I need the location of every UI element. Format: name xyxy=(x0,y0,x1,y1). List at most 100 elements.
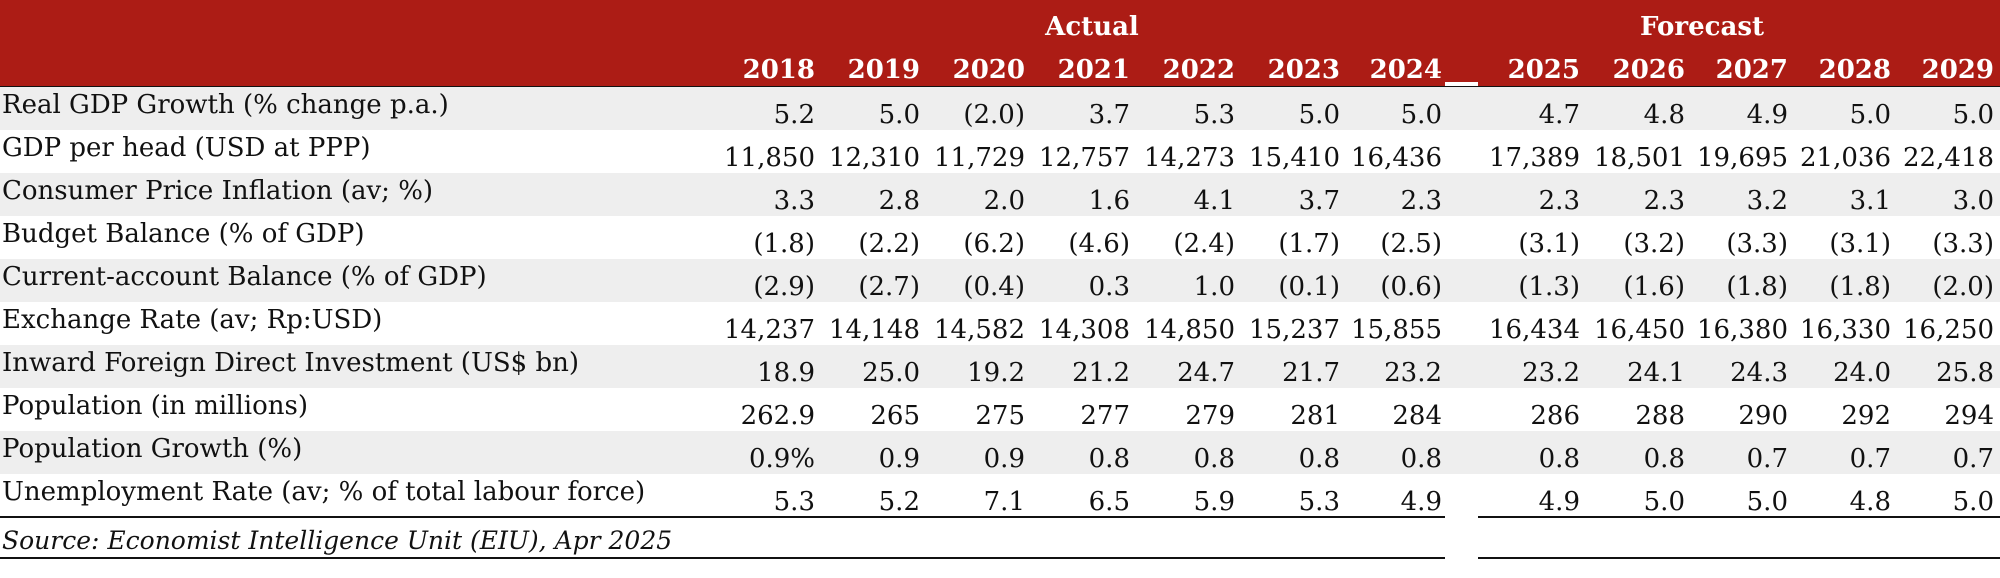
table-cell: 294 xyxy=(1944,401,1994,431)
table-cell: 4.1 xyxy=(1193,186,1235,216)
table-cell: (3.3) xyxy=(1932,229,1994,259)
source-rule-actual xyxy=(0,557,1445,559)
table-cell: (2.0) xyxy=(963,100,1025,130)
table-cell: 5.3 xyxy=(1193,100,1235,130)
table-cell: (1.8) xyxy=(753,229,815,259)
table-cell: 1.0 xyxy=(1193,272,1235,302)
table-cell: 7.1 xyxy=(983,487,1025,517)
table-cell: 11,850 xyxy=(724,143,815,173)
table-cell: 3.7 xyxy=(1298,186,1340,216)
table-cell: 5.0 xyxy=(1643,487,1685,517)
table-cell: (2.9) xyxy=(753,272,815,302)
table-cell: (3.2) xyxy=(1623,229,1685,259)
table-cell: 290 xyxy=(1738,401,1788,431)
table-cell: 0.9 xyxy=(983,444,1025,474)
source-note: Source: Economist Intelligence Unit (EIU… xyxy=(2,526,673,555)
table-cell: 14,850 xyxy=(1144,315,1235,345)
table-cell: 0.3 xyxy=(1088,272,1130,302)
table-cell: 25.0 xyxy=(862,358,920,388)
row-label: Population (in millions) xyxy=(2,391,308,421)
table-cell: (0.4) xyxy=(963,272,1025,302)
table-cell: 14,308 xyxy=(1039,315,1130,345)
year-header: 2020 xyxy=(952,55,1025,85)
year-header: 2023 xyxy=(1267,55,1340,85)
table-cell: 0.7 xyxy=(1746,444,1788,474)
table-cell: 0.7 xyxy=(1849,444,1891,474)
table-cell: 0.8 xyxy=(1298,444,1340,474)
table-cell: (6.2) xyxy=(963,229,1025,259)
table-cell: (1.8) xyxy=(1726,272,1788,302)
table-cell: 11,729 xyxy=(934,143,1025,173)
table-cell: 4.9 xyxy=(1538,487,1580,517)
table-cell: 12,310 xyxy=(829,143,920,173)
table-cell: 0.9 xyxy=(878,444,920,474)
table-cell: 5.0 xyxy=(1952,100,1994,130)
table-cell: (3.3) xyxy=(1726,229,1788,259)
year-header: 2024 xyxy=(1369,55,1442,85)
table-cell: 14,237 xyxy=(724,315,815,345)
table-cell: (1.7) xyxy=(1278,229,1340,259)
table-row: GDP per head (USD at PPP) 11,850 12,310 11,… xyxy=(0,130,2000,173)
group-header-actual: Actual xyxy=(1045,12,1139,42)
table-cell: (1.3) xyxy=(1518,272,1580,302)
table-cell: 5.0 xyxy=(1849,100,1891,130)
table-row: Real GDP Growth (% change p.a.) 5.2 5.0 (2.… xyxy=(0,87,2000,130)
table-cell: 288 xyxy=(1635,401,1685,431)
table-cell: 5.0 xyxy=(1400,100,1442,130)
table-cell: 4.9 xyxy=(1746,100,1788,130)
table-cell: 5.0 xyxy=(878,100,920,130)
table-row: Population Growth (%) 0.9% 0.9 0.9 0.8 0.8 0.8… xyxy=(0,431,2000,474)
table-cell: (1.6) xyxy=(1623,272,1685,302)
table-cell: 2.3 xyxy=(1538,186,1580,216)
table-cell: (2.4) xyxy=(1173,229,1235,259)
table-cell: 4.9 xyxy=(1400,487,1442,517)
table-cell: 0.8 xyxy=(1193,444,1235,474)
table-cell: 3.2 xyxy=(1746,186,1788,216)
table-cell: 5.2 xyxy=(878,487,920,517)
table-cell: 2.0 xyxy=(983,186,1025,216)
row-label: Consumer Price Inflation (av; %) xyxy=(2,176,434,206)
table-cell: 18.9 xyxy=(757,358,815,388)
table-cell: 5.3 xyxy=(773,487,815,517)
group-header-forecast: Forecast xyxy=(1640,12,1764,42)
table-cell: 6.5 xyxy=(1088,487,1130,517)
table-cell: 18,501 xyxy=(1594,143,1685,173)
row-label: Inward Foreign Direct Investment (US$ bn… xyxy=(2,348,580,378)
year-header: 2018 xyxy=(742,55,815,85)
table-cell: 25.8 xyxy=(1936,358,1994,388)
table-cell: 12,757 xyxy=(1039,143,1130,173)
table-row: Consumer Price Inflation (av; %) 3.3 2.8 2.… xyxy=(0,173,2000,216)
table-cell: 21,036 xyxy=(1800,143,1891,173)
source-rule-forecast xyxy=(1478,557,2000,559)
year-header: 2022 xyxy=(1162,55,1235,85)
table-cell: 265 xyxy=(870,401,920,431)
table-cell: 14,582 xyxy=(934,315,1025,345)
table-cell: 2.3 xyxy=(1400,186,1442,216)
table-cell: 15,410 xyxy=(1249,143,1340,173)
table-cell: 23.2 xyxy=(1384,358,1442,388)
table-cell: 21.2 xyxy=(1072,358,1130,388)
table-row: Exchange Rate (av; Rp:USD) 14,237 14,148 14… xyxy=(0,302,2000,345)
table-cell: 16,436 xyxy=(1351,143,1442,173)
table-cell: 22,418 xyxy=(1903,143,1994,173)
table-cell: 4.8 xyxy=(1643,100,1685,130)
table-cell: (4.6) xyxy=(1068,229,1130,259)
table-cell: 281 xyxy=(1290,401,1340,431)
row-label: Budget Balance (% of GDP) xyxy=(2,219,365,249)
table-cell: 2.8 xyxy=(878,186,920,216)
year-header: 2019 xyxy=(847,55,920,85)
table-cell: 5.9 xyxy=(1193,487,1235,517)
year-header: 2021 xyxy=(1057,55,1130,85)
table-cell: 16,380 xyxy=(1697,315,1788,345)
row-label: Current-account Balance (% of GDP) xyxy=(2,262,487,292)
table-cell: (2.2) xyxy=(858,229,920,259)
table-cell: 24.1 xyxy=(1627,358,1685,388)
table-cell: 277 xyxy=(1080,401,1130,431)
table-cell: (2.5) xyxy=(1380,229,1442,259)
table-cell: 24.7 xyxy=(1177,358,1235,388)
table-cell: 4.8 xyxy=(1849,487,1891,517)
table-cell: 24.0 xyxy=(1833,358,1891,388)
table-row: Unemployment Rate (av; % of total labour… xyxy=(0,474,2000,517)
table-cell: 286 xyxy=(1530,401,1580,431)
table-cell: (0.6) xyxy=(1380,272,1442,302)
